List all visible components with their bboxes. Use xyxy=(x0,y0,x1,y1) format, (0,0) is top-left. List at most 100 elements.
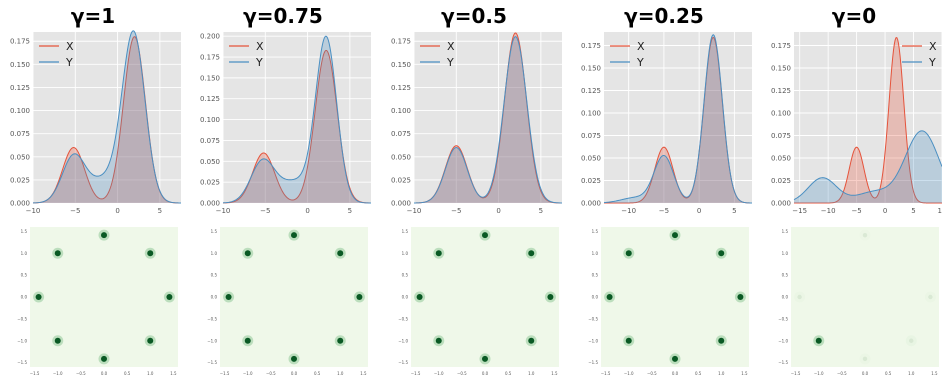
y-tick-label: −0.5 xyxy=(588,316,598,321)
mode-point xyxy=(528,250,535,257)
y-tick-label: 0.075 xyxy=(581,132,601,140)
x-tick-label: −1.5 xyxy=(601,371,611,376)
kde-chart: 0.000 0.025 0.050 0.075 0.100 0.125 0.150 0.175… xyxy=(10,30,182,215)
mode-point xyxy=(244,337,251,344)
sample-density-plot: 1.5 1.0 0.5 0.0 −0.5 −1.0 −1.5 −1.5 −1.0 −0.5 0.0 0… xyxy=(207,227,368,376)
mode-point xyxy=(928,294,933,300)
x-tick-label: 1.0 xyxy=(528,371,535,376)
y-tick-label: 1.5 xyxy=(782,229,789,234)
x-tick-label: 10 xyxy=(938,207,942,215)
mode-point xyxy=(547,294,554,300)
y-tick-label: −1.5 xyxy=(778,360,788,365)
y-tick-label: 1.0 xyxy=(592,251,599,256)
legend-label-Y: Y xyxy=(65,56,73,69)
mode-point xyxy=(244,250,251,257)
y-tick-label: 0.150 xyxy=(771,65,791,73)
x-tick-label: −10 xyxy=(821,207,836,215)
x-tick-label: −1.5 xyxy=(30,371,40,376)
y-tick-label: 0.025 xyxy=(581,177,601,185)
series-area-X xyxy=(223,50,371,204)
y-tick-label: 0.5 xyxy=(782,273,789,278)
y-tick-label: −1.0 xyxy=(398,338,408,343)
series-line-Y xyxy=(413,36,563,204)
density-background xyxy=(30,227,178,367)
y-tick-label: 0.150 xyxy=(200,74,220,82)
mode-point xyxy=(528,337,535,344)
mode-point xyxy=(35,294,42,300)
x-tick-label: −0.5 xyxy=(647,371,657,376)
series-line-X xyxy=(794,36,942,204)
y-tick-label: −1.5 xyxy=(207,360,217,365)
series-area-Y xyxy=(604,34,752,204)
y-tick-label: −1.0 xyxy=(17,338,27,343)
mode-point xyxy=(54,250,61,257)
y-tick-label: 1.0 xyxy=(211,251,218,256)
y-tick-label: −1.5 xyxy=(588,360,598,365)
mode-point xyxy=(909,338,914,343)
legend-label-X: X xyxy=(256,40,264,53)
series-area-X xyxy=(794,37,942,203)
y-tick-label: 0.175 xyxy=(391,38,411,46)
y-tick-label: 1.5 xyxy=(21,229,28,234)
x-tick-label: 1.5 xyxy=(551,371,558,376)
y-tick-label: 0.025 xyxy=(200,179,220,187)
y-tick-label: 0.050 xyxy=(771,155,791,163)
series-area-X xyxy=(414,33,562,204)
mode-point xyxy=(718,337,725,344)
y-tick-label: 0.175 xyxy=(200,54,220,62)
y-tick-label: 0.000 xyxy=(771,200,791,208)
x-tick-label: 0 xyxy=(697,207,701,215)
sample-density-plot: 1.5 1.0 0.5 0.0 −0.5 −1.0 −1.5 −1.5 −1.0 −0.5 0.0 0… xyxy=(17,227,178,376)
series-area-Y xyxy=(33,30,181,203)
mode-point xyxy=(482,232,488,239)
y-tick-label: 0.025 xyxy=(10,176,30,184)
series-line-Y xyxy=(793,130,942,201)
series-area-X xyxy=(604,37,752,203)
x-tick-label: −0.5 xyxy=(837,371,847,376)
x-tick-label: 0 xyxy=(883,207,887,215)
x-tick-label: 1.5 xyxy=(931,371,938,376)
y-tick-label: 0.025 xyxy=(391,176,411,184)
plot-background xyxy=(414,32,562,203)
x-tick-label: −5 xyxy=(851,207,861,215)
mode-point xyxy=(337,337,344,344)
legend-label-X: X xyxy=(929,40,937,53)
x-tick-label: −5 xyxy=(659,207,669,215)
mode-point xyxy=(101,355,107,362)
x-tick-label: 1.0 xyxy=(908,371,915,376)
y-tick-label: 0.125 xyxy=(771,87,791,95)
y-tick-label: −1.0 xyxy=(778,338,788,343)
mode-point xyxy=(416,294,423,300)
mode-point xyxy=(147,337,154,344)
mode-point xyxy=(147,250,154,257)
mode-point xyxy=(54,337,61,344)
mode-point xyxy=(291,355,297,362)
mode-point xyxy=(606,294,613,300)
x-tick-label: 0.5 xyxy=(505,371,512,376)
x-tick-label: −1.5 xyxy=(220,371,230,376)
x-tick-label: 0.0 xyxy=(101,371,108,376)
y-tick-label: 0.100 xyxy=(200,116,220,124)
mode-point xyxy=(435,337,442,344)
y-tick-label: 1.0 xyxy=(21,251,28,256)
legend-label-Y: Y xyxy=(928,56,936,69)
x-tick-label: 0.0 xyxy=(482,371,489,376)
y-tick-label: 0.5 xyxy=(211,273,218,278)
legend-label-Y: Y xyxy=(446,56,454,69)
legend-label-X: X xyxy=(447,40,455,53)
series-area-Y xyxy=(414,36,562,204)
y-tick-label: −0.5 xyxy=(207,316,217,321)
y-tick-label: −1.0 xyxy=(207,338,217,343)
x-tick-label: −1.0 xyxy=(624,371,634,376)
y-tick-label: 0.000 xyxy=(10,200,30,208)
x-tick-label: 0.0 xyxy=(862,371,869,376)
density-background xyxy=(411,227,559,367)
density-background xyxy=(601,227,749,367)
series-line-Y xyxy=(603,34,753,204)
mode-point xyxy=(672,355,678,362)
x-tick-label: 5 xyxy=(732,207,736,215)
y-tick-label: 0.150 xyxy=(10,61,30,69)
y-tick-label: 0.0 xyxy=(402,295,409,300)
y-tick-label: 0.175 xyxy=(771,42,791,50)
x-tick-label: −1.0 xyxy=(53,371,63,376)
